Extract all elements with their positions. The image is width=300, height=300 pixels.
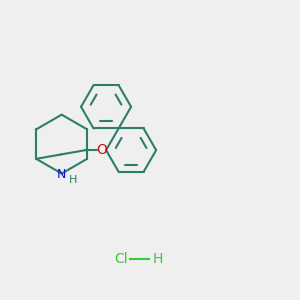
Text: H: H bbox=[69, 175, 77, 185]
Text: H: H bbox=[153, 252, 163, 266]
Text: N: N bbox=[57, 168, 66, 181]
Text: Cl: Cl bbox=[114, 252, 128, 266]
Text: O: O bbox=[96, 143, 107, 157]
